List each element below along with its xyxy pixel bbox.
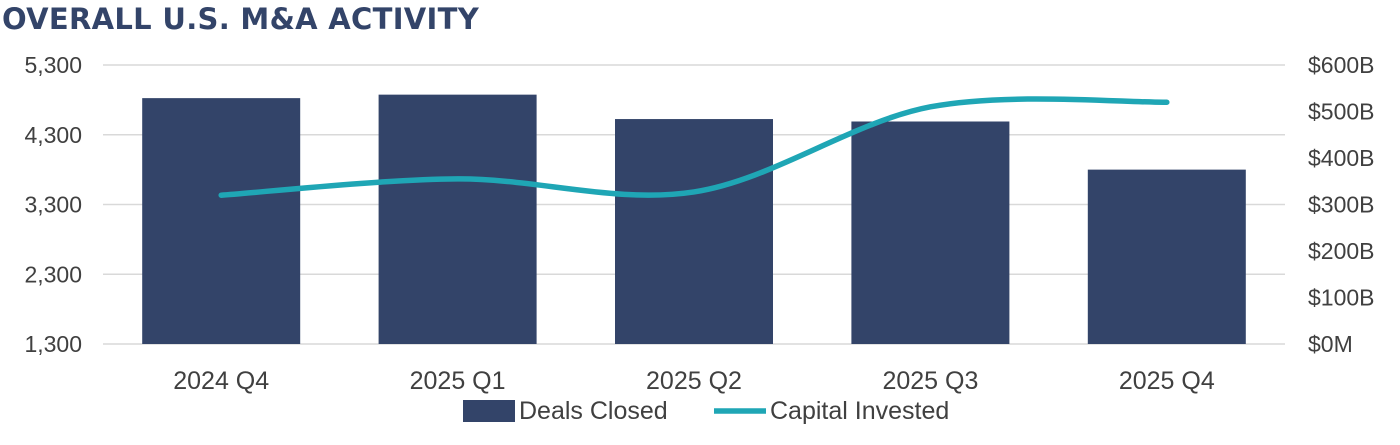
x-axis-categories: 2024 Q4 2025 Q1 2025 Q2 2025 Q3 2025 Q4 (173, 367, 1215, 395)
line-series (218, 96, 1170, 198)
left-tick-label: 5,300 (24, 52, 82, 78)
legend: Deals Closed Capital Invested (463, 397, 949, 425)
right-tick-label: $200B (1308, 238, 1375, 264)
bar-series (142, 94, 1246, 345)
left-axis-ticks: 1,300 2,300 3,300 4,300 5,300 (24, 52, 82, 357)
bar (378, 94, 537, 344)
category-label: 2025 Q3 (882, 367, 978, 395)
right-tick-label: $300B (1308, 192, 1375, 218)
right-tick-label: $100B (1308, 285, 1375, 311)
category-label: 2025 Q1 (410, 367, 506, 395)
capital-invested-line (218, 96, 1170, 198)
legend-label-deals-closed: Deals Closed (519, 397, 668, 425)
left-tick-label: 3,300 (24, 192, 82, 218)
legend-swatch-deals-closed (463, 400, 515, 422)
right-tick-label: $600B (1308, 52, 1375, 78)
category-label: 2024 Q4 (173, 367, 269, 395)
bar (1087, 169, 1246, 344)
right-tick-label: $400B (1308, 145, 1375, 171)
bar (615, 119, 773, 345)
left-tick-label: 2,300 (24, 261, 82, 287)
chart-title: OVERALL U.S. M&A ACTIVITY (2, 2, 480, 36)
right-tick-label: $500B (1308, 99, 1375, 125)
left-tick-label: 1,300 (24, 331, 82, 357)
bar (851, 121, 1010, 344)
legend-label-capital-invested: Capital Invested (770, 397, 949, 425)
right-tick-label: $0M (1308, 331, 1353, 357)
right-axis-ticks: $0M $100B $200B $300B $400B $500B $600B (1308, 52, 1375, 357)
bar (142, 98, 301, 344)
left-tick-label: 4,300 (24, 122, 82, 148)
category-label: 2025 Q4 (1119, 367, 1215, 395)
category-label: 2025 Q2 (646, 367, 742, 395)
